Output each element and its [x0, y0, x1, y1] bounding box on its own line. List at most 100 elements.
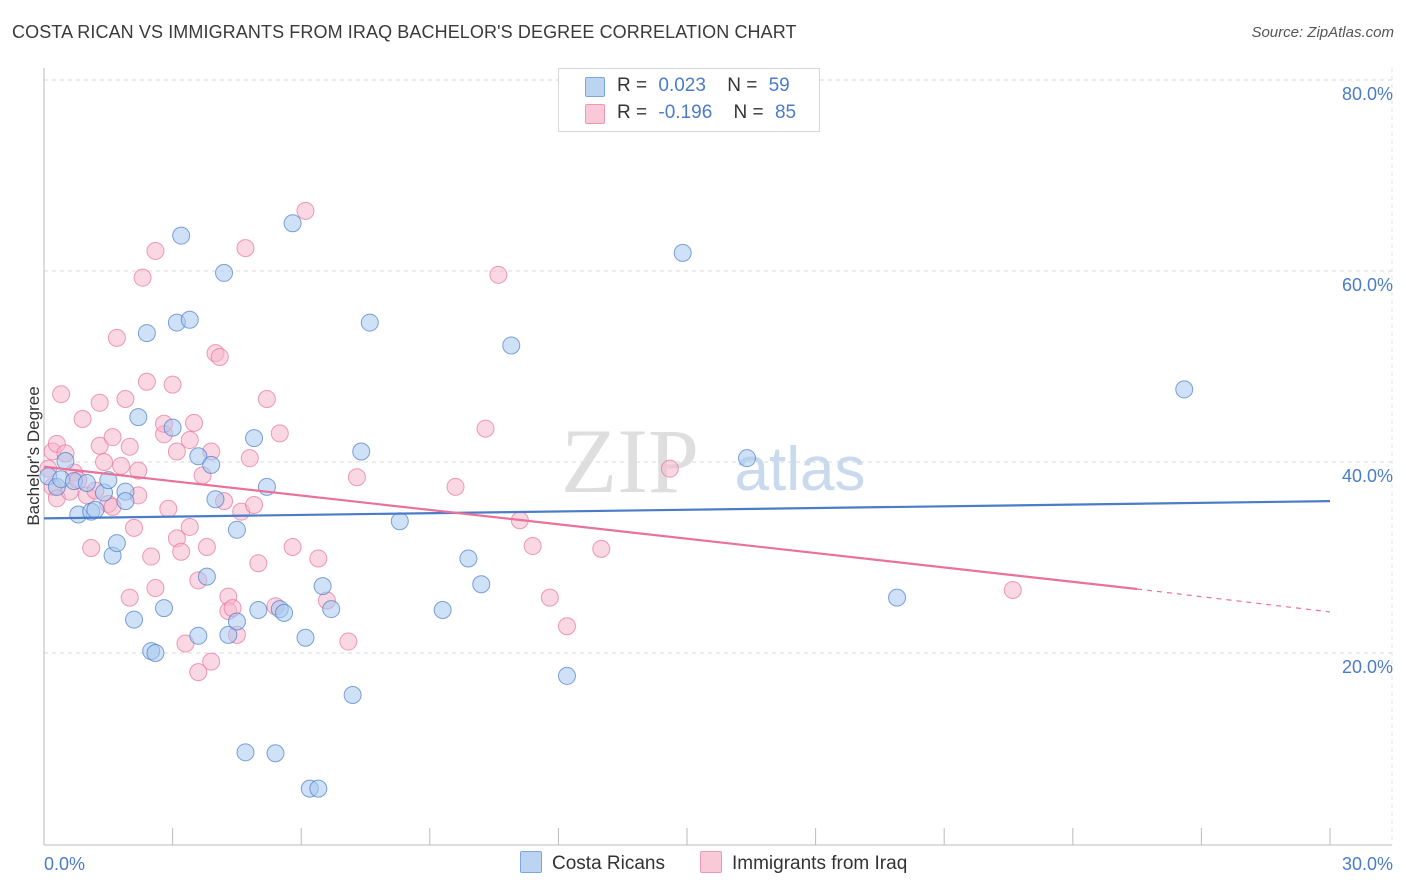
legend-n-label: N = [733, 102, 764, 123]
series-immigrants-from-iraq [39, 201, 1022, 682]
data-point-costa-rican [227, 612, 246, 631]
x-tick-label: 0.0% [44, 854, 85, 874]
data-point-iraq [210, 347, 229, 366]
y-tick-label: 20.0% [1342, 657, 1393, 677]
legend-n-value: 59 [768, 75, 790, 96]
data-point-costa-rican [77, 474, 96, 493]
data-point-iraq [120, 588, 139, 607]
bottom-legend-label: Immigrants from Iraq [732, 853, 908, 874]
y-tick-label: 40.0% [1342, 466, 1393, 486]
data-point-costa-rican [352, 442, 371, 461]
data-point-costa-rican [472, 575, 491, 594]
legend-swatch-pink [585, 104, 605, 124]
data-point-costa-rican [738, 449, 757, 468]
data-point-iraq [489, 265, 508, 284]
data-point-costa-rican [296, 628, 315, 647]
data-point-iraq [112, 456, 131, 475]
data-point-iraq [236, 239, 255, 258]
data-point-costa-rican [390, 512, 409, 531]
data-point-costa-rican [245, 429, 264, 448]
data-point-costa-rican [459, 549, 478, 568]
data-point-iraq [523, 537, 542, 556]
tick-labels: 20.0% 40.0% 60.0% 80.0% 0.0% 30.0% [44, 84, 1393, 874]
data-point-iraq [82, 538, 101, 557]
data-point-costa-rican [163, 418, 182, 437]
trend-line-costa-ricans [43, 500, 1331, 520]
data-point-iraq [189, 663, 208, 682]
data-point-iraq [270, 424, 289, 443]
legend: R = 0.023 N = 59 R = -0.196 N = 85 [558, 68, 820, 132]
data-point-iraq [167, 442, 186, 461]
data-point-iraq [180, 431, 199, 450]
trend-line-iraq [43, 465, 1138, 591]
data-point-costa-rican [266, 744, 285, 763]
chart-title: COSTA RICAN VS IMMIGRANTS FROM IRAQ BACH… [12, 22, 797, 42]
legend-r-label: R = [617, 75, 648, 96]
data-point-costa-rican [116, 492, 135, 511]
data-point-iraq [90, 393, 109, 412]
data-point-costa-rican [360, 313, 379, 332]
data-point-iraq [159, 499, 178, 518]
data-point-costa-rican [206, 490, 225, 509]
data-point-iraq [339, 632, 358, 651]
bottom-legend-iraq: Immigrants from Iraq [700, 851, 907, 875]
data-point-iraq [296, 201, 315, 220]
data-point-costa-rican [322, 600, 341, 619]
data-point-iraq [257, 389, 276, 408]
data-point-costa-rican [283, 214, 302, 233]
data-point-iraq [146, 579, 165, 598]
data-point-iraq [95, 453, 114, 471]
source-label: Source: ZipAtlas.com [1251, 24, 1394, 41]
data-point-iraq [180, 517, 199, 536]
data-point-costa-rican [125, 610, 144, 629]
data-point-costa-rican [313, 577, 332, 596]
data-point-costa-rican [86, 500, 105, 519]
watermark-atlas: atlas [735, 435, 866, 504]
trend-line-iraq-extrapolated [1137, 588, 1331, 613]
data-point-iraq [592, 539, 611, 558]
trend-lines [43, 465, 1331, 613]
data-point-iraq [163, 375, 182, 394]
data-point-iraq [103, 428, 122, 447]
y-axis-label: Bachelor's Degree [24, 386, 43, 526]
data-point-costa-rican [56, 452, 75, 471]
bottom-legend-swatch-pink [700, 851, 722, 873]
data-point-iraq [476, 419, 495, 438]
legend-n-label: N = [727, 75, 758, 96]
bottom-legend-costa-ricans: Costa Ricans [520, 851, 665, 875]
data-point-costa-rican [189, 626, 208, 645]
data-point-iraq [202, 652, 221, 671]
data-point-costa-rican [502, 336, 521, 355]
data-point-costa-rican [673, 243, 692, 262]
watermark: ZIP atlas [561, 410, 865, 512]
data-point-iraq [540, 588, 559, 607]
data-point-iraq [52, 385, 71, 404]
data-point-costa-rican [189, 447, 208, 466]
data-point-costa-rican [275, 603, 294, 622]
data-point-iraq [172, 542, 191, 561]
data-point-costa-rican [99, 471, 118, 490]
data-point-costa-rican [107, 534, 126, 553]
data-point-iraq [283, 537, 302, 556]
data-point-costa-rican [197, 567, 216, 586]
data-point-iraq [137, 372, 156, 391]
data-point-iraq [146, 241, 165, 260]
data-point-iraq [116, 389, 135, 408]
data-point-costa-rican [227, 520, 246, 539]
legend-r-label: R = [617, 102, 648, 123]
bottom-legend-label: Costa Ricans [552, 853, 665, 874]
axes [43, 68, 1393, 846]
data-point-iraq [125, 518, 144, 537]
data-point-costa-rican [202, 455, 221, 474]
data-point-iraq [142, 547, 161, 566]
data-point-iraq [107, 328, 126, 347]
data-point-costa-rican [888, 588, 907, 607]
data-point-costa-rican [219, 625, 238, 644]
data-point-iraq [197, 537, 216, 556]
legend-n-value: 85 [774, 102, 797, 123]
y-tick-label: 60.0% [1342, 275, 1393, 295]
data-point-iraq [446, 477, 465, 496]
data-point-costa-rican [129, 408, 148, 427]
data-point-iraq [660, 459, 679, 478]
